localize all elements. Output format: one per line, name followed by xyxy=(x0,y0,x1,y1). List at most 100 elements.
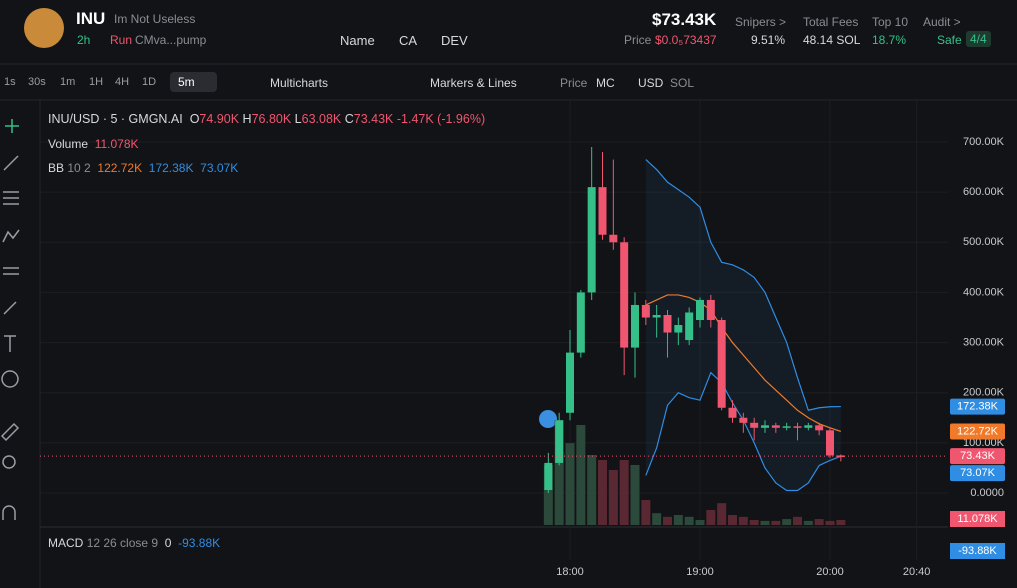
volume-bar xyxy=(814,519,824,525)
contract[interactable]: CMva...pump xyxy=(135,33,207,47)
markers[interactable]: Markers & Lines xyxy=(430,76,517,90)
candle-body xyxy=(782,426,791,428)
volume-bar xyxy=(630,465,640,525)
candle-body xyxy=(544,462,553,490)
interval[interactable]: 30s xyxy=(28,76,46,88)
volume-bar xyxy=(565,443,575,525)
change: -1.47K (-1.96%) xyxy=(396,112,486,126)
mc-toggle[interactable]: MC xyxy=(596,76,615,90)
link-ca[interactable]: CA xyxy=(399,33,418,48)
stat-label[interactable]: Snipers > xyxy=(735,15,787,29)
candle-body xyxy=(609,234,618,243)
volume-bar xyxy=(587,455,597,525)
bb-mid: 122.72K xyxy=(97,161,143,175)
interval[interactable]: 1H xyxy=(89,76,104,88)
price-badge-label: 122.72K xyxy=(957,425,999,437)
price-label: Price xyxy=(624,33,652,47)
stat-value: 9.51% xyxy=(751,33,786,47)
multicharts[interactable]: Multicharts xyxy=(270,76,329,90)
bb-up: 172.38K xyxy=(148,161,194,175)
x-tick-label: 19:00 xyxy=(686,566,714,578)
y-tick-label: 0.0000 xyxy=(970,487,1004,499)
volume-bar xyxy=(760,520,770,525)
y-tick-label: 700.00K xyxy=(963,136,1005,148)
volume-bar xyxy=(598,460,607,525)
age: 2h xyxy=(77,33,91,47)
legend-row: INU/USD · 5 · GMGN.AI O74.90K H76.80K L6… xyxy=(48,112,485,126)
stat-value: Safe xyxy=(937,33,962,47)
marker-icon[interactable] xyxy=(539,410,557,428)
usd-toggle[interactable]: USD xyxy=(638,76,664,90)
price-badge xyxy=(950,423,1005,440)
bb-label: BB xyxy=(48,161,65,175)
candle-body xyxy=(641,304,650,318)
x-tick-label: 20:40 xyxy=(903,566,931,578)
macd-badge: -93.88K xyxy=(950,543,1005,559)
volume-bar xyxy=(619,460,629,525)
price-toggle[interactable]: Price xyxy=(560,76,588,90)
link-dev[interactable]: DEV xyxy=(441,33,468,48)
legend-row: Volume 11.078K xyxy=(48,137,139,151)
candle-body xyxy=(620,242,629,348)
candle-body xyxy=(566,352,574,413)
candle-body xyxy=(815,425,824,431)
stat-label: Top 10 xyxy=(872,15,909,29)
bb-band xyxy=(645,159,841,491)
price-badge-label: 73.07K xyxy=(960,467,996,479)
price-badge xyxy=(950,448,1005,465)
ohlc: 74.90K xyxy=(199,112,240,126)
volume-bar xyxy=(738,516,748,525)
y-tick-label: 100.00K xyxy=(963,437,1005,449)
candle-body xyxy=(706,299,715,321)
volume-bar xyxy=(652,513,662,525)
stat-value: 18.7% xyxy=(872,33,907,47)
bb-upper xyxy=(645,159,841,411)
macd-value: -93.88K xyxy=(178,536,221,550)
bb-middle xyxy=(645,294,842,433)
candle-body xyxy=(826,430,834,456)
market-cap: $73.43K xyxy=(652,10,717,29)
y-tick-label: 200.00K xyxy=(963,387,1005,399)
candle-body xyxy=(598,187,607,235)
volume-bar xyxy=(836,519,846,525)
ohlc: 73.43K xyxy=(353,112,394,126)
x-tick-label: 20:00 xyxy=(816,566,844,578)
candle-body xyxy=(728,407,737,418)
candle-body xyxy=(555,420,564,463)
interval[interactable]: 1s xyxy=(4,76,16,88)
volume-bar xyxy=(706,510,716,525)
candle-body xyxy=(631,304,639,348)
drawing-tools[interactable] xyxy=(0,119,20,520)
link-name[interactable]: Name xyxy=(340,33,375,48)
price-value: $0.0₅73437 xyxy=(655,33,717,47)
legend-row: BB 10 2 122.72K 172.38K 73.07K xyxy=(48,161,238,175)
stat-label[interactable]: Audit > xyxy=(923,15,961,29)
token-avatar xyxy=(24,8,64,48)
ohlc-key: C xyxy=(344,112,354,126)
bb-params: 10 2 xyxy=(67,161,91,175)
interval[interactable]: 1D xyxy=(142,76,157,88)
candle-body xyxy=(804,425,813,428)
macd-params: 12 26 close 9 xyxy=(86,536,159,550)
candle-body xyxy=(793,426,802,428)
interval[interactable]: 4H xyxy=(115,76,130,88)
volume-bar xyxy=(608,470,618,525)
volume-bar xyxy=(793,516,802,525)
candle-body xyxy=(771,425,780,428)
volume-badge: 11.078K xyxy=(950,511,1005,527)
interval-selected[interactable]: 5m xyxy=(170,72,217,92)
interval[interactable]: 1m xyxy=(60,76,76,88)
volume-bar xyxy=(782,519,792,525)
volume-label: Volume xyxy=(48,137,89,151)
audit-count: 4/4 xyxy=(966,31,991,47)
price-badge-label: 73.43K xyxy=(960,450,996,462)
volume-bar xyxy=(728,515,737,525)
symbol: INU/USD · 5 · GMGN.AI xyxy=(48,112,183,126)
volume-bar xyxy=(576,425,586,525)
sol-toggle[interactable]: SOL xyxy=(670,76,695,90)
x-tick-label: 18:00 xyxy=(556,566,584,578)
volume-bar xyxy=(543,465,553,525)
price-badge xyxy=(950,465,1005,482)
volume-bar xyxy=(554,420,564,525)
